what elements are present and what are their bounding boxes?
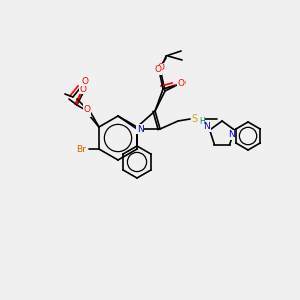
Text: O: O [83, 104, 90, 113]
Text: H: H [199, 118, 205, 127]
Text: O: O [80, 85, 86, 94]
Text: O: O [158, 64, 165, 73]
Text: N: N [203, 122, 210, 131]
Text: O: O [154, 65, 162, 74]
Text: O: O [178, 79, 184, 88]
Text: O: O [178, 79, 186, 88]
Text: S: S [191, 114, 197, 124]
Text: N: N [136, 124, 143, 134]
Text: O: O [81, 76, 88, 85]
Text: Br: Br [76, 145, 86, 154]
Text: N: N [228, 130, 235, 140]
Text: O: O [83, 107, 90, 116]
